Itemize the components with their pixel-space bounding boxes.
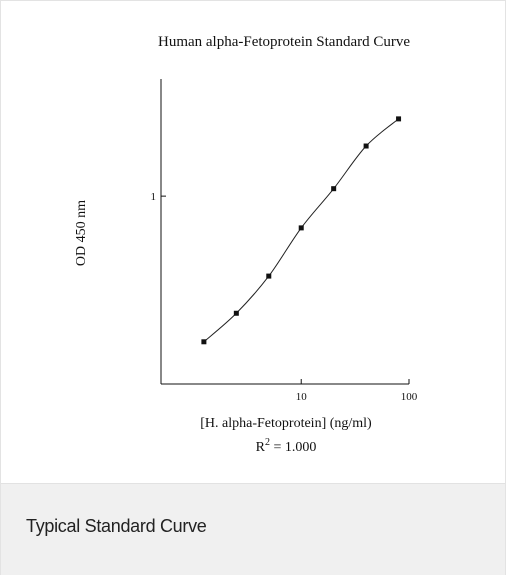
y-axis-label: OD 450 nm: [74, 200, 89, 266]
y-tick-label: 1: [151, 191, 157, 203]
figure-caption-bar: Typical Standard Curve: [1, 483, 505, 575]
chart-title: Human alpha-Fetoprotein Standard Curve: [158, 34, 410, 50]
x-tick-label: 100: [401, 391, 418, 403]
data-point: [233, 310, 239, 316]
data-point: [298, 225, 304, 231]
standard-curve-figure: Human alpha-Fetoprotein Standard Curve O…: [1, 1, 505, 483]
x-axis-label: [H. alpha-Fetoprotein] (ng/ml): [200, 416, 372, 431]
x-tick-label: 10: [296, 391, 308, 403]
figure-caption: Typical Standard Curve: [26, 516, 207, 536]
data-point: [331, 186, 337, 192]
data-point: [396, 116, 402, 122]
r-squared-annotation: R2 = 1.000: [256, 437, 317, 455]
data-point: [363, 143, 369, 149]
standard-curve-chart: Human alpha-Fetoprotein Standard Curve O…: [74, 34, 418, 455]
r-squared-value: = 1.000: [270, 440, 316, 455]
data-point: [201, 339, 207, 345]
r-squared-prefix: R: [256, 440, 266, 455]
data-point: [266, 273, 272, 279]
r-squared-superscript: 2: [265, 437, 270, 448]
